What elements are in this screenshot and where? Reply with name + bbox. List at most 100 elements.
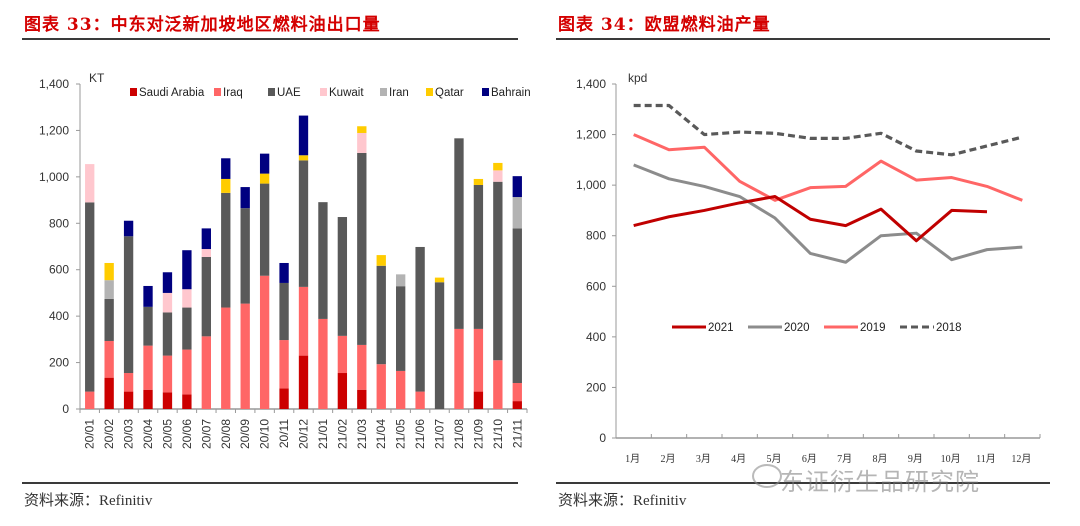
x-tick-label: 7月 [837, 453, 852, 465]
bar-segment-uae [143, 306, 153, 346]
bar-segment-iraq [182, 349, 192, 395]
bar-segment-qatar [104, 262, 114, 281]
legend-label: Saudi Arabia [139, 87, 205, 99]
bar-segment-bahrain [240, 187, 250, 209]
x-tick-label: 21/01 [316, 419, 330, 449]
bar-segment-kuwait [85, 164, 95, 203]
legend-label: 2018 [936, 322, 962, 334]
bar-segment-uae [162, 312, 173, 356]
x-tick-label: 20/06 [180, 419, 194, 449]
bar-segment-saudi-arabia [512, 401, 522, 409]
x-tick-label: 20/05 [160, 419, 174, 449]
bar-segment-saudi-arabia [279, 388, 289, 409]
bar-segment-uae [298, 160, 309, 287]
bar-segment-uae [123, 236, 134, 374]
bar-segment-bahrain [201, 228, 211, 250]
bar-segment-uae [240, 208, 250, 304]
bar-segment-qatar [357, 126, 367, 133]
y-tick-label: 200 [49, 356, 69, 370]
bar-segment-iran [512, 197, 522, 229]
series-line-2019 [633, 133, 1023, 202]
bar-segment-iraq [376, 364, 386, 409]
bar-segment-iraq [85, 391, 95, 409]
x-tick-label: 20/01 [83, 419, 97, 449]
x-tick-label: 21/07 [433, 419, 447, 449]
y-tick-label: 400 [49, 309, 69, 323]
bar-segment-saudi-arabia [298, 355, 309, 409]
bar-segment-qatar [473, 178, 484, 185]
left-chart-title: 图表 33：中东对泛新加坡地区燃料油出口量 [24, 15, 381, 35]
x-tick-label: 21/05 [394, 419, 408, 449]
bar-segment-iraq [337, 335, 348, 374]
bar-segment-saudi-arabia [473, 391, 484, 409]
bar-segment-kuwait [201, 249, 211, 257]
bar-segment-saudi-arabia [182, 394, 192, 409]
bar-segment-bahrain [143, 285, 153, 307]
bar-segment-qatar [376, 255, 386, 266]
bar-segment-saudi-arabia [143, 389, 153, 409]
x-tick-label: 21/08 [452, 419, 466, 449]
right-title-rule [556, 38, 1050, 40]
x-tick-label: 1月 [625, 453, 640, 465]
bar-segment-uae [512, 228, 522, 383]
x-tick-label: 21/03 [355, 419, 369, 449]
y-tick-label: 1,200 [39, 123, 69, 137]
y-tick-label: 1,400 [576, 77, 606, 91]
bar-segment-iraq [123, 373, 134, 392]
bar-segment-bahrain [123, 220, 134, 237]
bar-segment-uae [434, 282, 445, 409]
y-tick-label: 1,000 [576, 178, 606, 192]
bar-segment-iraq [298, 286, 309, 356]
x-tick-label: 10月 [941, 453, 961, 465]
bar-segment-saudi-arabia [337, 373, 348, 409]
y-tick-label: 800 [586, 229, 606, 243]
y-tick-label: 1,400 [39, 77, 69, 91]
bar-segment-qatar [493, 162, 503, 171]
x-tick-label: 5月 [767, 453, 782, 465]
x-tick-label: 21/11 [510, 419, 524, 448]
x-tick-label: 20/04 [141, 419, 155, 449]
legend-label: UAE [277, 87, 301, 99]
series-line-2020 [633, 163, 1023, 264]
x-tick-label: 20/12 [297, 419, 311, 449]
bar-segment-bahrain [279, 262, 289, 283]
x-tick-label: 11月 [976, 453, 996, 465]
bar-segment-iraq [454, 328, 464, 409]
bar-segment-bahrain [259, 153, 270, 174]
right-source-note: 资料来源：Refinitiv [558, 493, 687, 509]
x-tick-label: 8月 [873, 453, 888, 465]
bar-segment-uae [182, 307, 192, 350]
bar-segment-uae [376, 265, 386, 365]
bar-segment-uae [337, 217, 348, 336]
bar-segment-iraq [162, 355, 173, 393]
x-tick-label: 4月 [731, 453, 746, 465]
x-tick-label: 3月 [696, 453, 711, 465]
bar-segment-bahrain [298, 115, 309, 156]
bar-segment-saudi-arabia [123, 391, 134, 409]
bar-segment-uae [493, 181, 503, 361]
bar-segment-uae [259, 183, 270, 276]
left-stacked-bar-chart: 0 200 400 600 800 1,000 1,200 1,400 KT 20/01 20/02… [39, 71, 531, 449]
x-tick-label: 21/04 [374, 419, 388, 449]
bar-segment-iraq [415, 391, 425, 409]
right-chart-title: 图表 34：欧盟燃料油产量 [558, 15, 771, 35]
x-tick-label: 9月 [908, 453, 923, 465]
x-tick-label: 20/10 [258, 419, 272, 449]
legend-label: Iraq [223, 87, 243, 99]
y-tick-label: 1,000 [39, 170, 69, 184]
legend-label: Bahrain [491, 87, 531, 99]
bar-segment-uae [454, 138, 464, 329]
bar-segment-uae [473, 184, 484, 329]
y-tick-label: 0 [62, 402, 69, 416]
bar-segment-uae [85, 202, 95, 392]
left-title-rule [22, 38, 518, 40]
y-tick-label: 200 [586, 380, 606, 394]
y-tick-label: 1,200 [576, 128, 606, 142]
y-tick-label: 0 [599, 431, 606, 445]
legend-label: Qatar [435, 87, 464, 99]
left-source-note: 资料来源：Refinitiv [24, 493, 153, 509]
legend-label: 2019 [860, 322, 886, 334]
bar-segment-iraq [259, 275, 270, 409]
bar-segment-uae [415, 246, 425, 392]
watermark-text: 东证衍生品研究院 [780, 468, 980, 496]
